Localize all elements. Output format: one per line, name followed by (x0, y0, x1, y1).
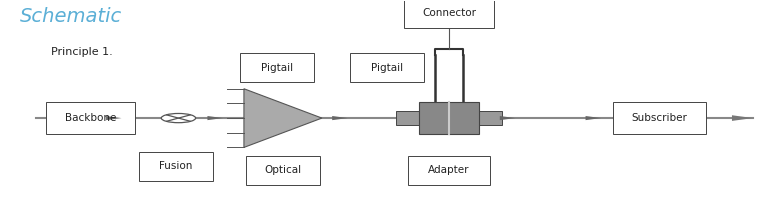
Polygon shape (208, 116, 223, 120)
Bar (404, 0, 494, 28)
Polygon shape (500, 116, 515, 120)
Polygon shape (244, 89, 322, 147)
Bar (612, 102, 706, 134)
Bar (241, 53, 315, 83)
Bar (396, 111, 421, 125)
Text: Fusion: Fusion (159, 161, 193, 171)
Circle shape (162, 114, 195, 123)
Polygon shape (106, 116, 122, 120)
Polygon shape (732, 115, 753, 121)
Text: Pigtail: Pigtail (262, 63, 294, 73)
Bar (45, 102, 135, 134)
Bar (246, 156, 320, 185)
Text: Pigtail: Pigtail (370, 63, 403, 73)
Polygon shape (586, 116, 601, 120)
Bar (350, 53, 423, 83)
Polygon shape (332, 116, 348, 120)
Text: Optical: Optical (264, 165, 301, 176)
Bar (419, 102, 479, 134)
Text: Connector: Connector (422, 8, 476, 18)
Bar (477, 111, 502, 125)
Text: Backbone: Backbone (65, 113, 116, 123)
Text: Schematic: Schematic (20, 7, 123, 26)
Bar (139, 152, 213, 181)
Text: Subscriber: Subscriber (632, 113, 687, 123)
Text: Principle 1.: Principle 1. (52, 47, 113, 57)
Text: Adapter: Adapter (428, 165, 469, 176)
Bar (408, 156, 490, 185)
